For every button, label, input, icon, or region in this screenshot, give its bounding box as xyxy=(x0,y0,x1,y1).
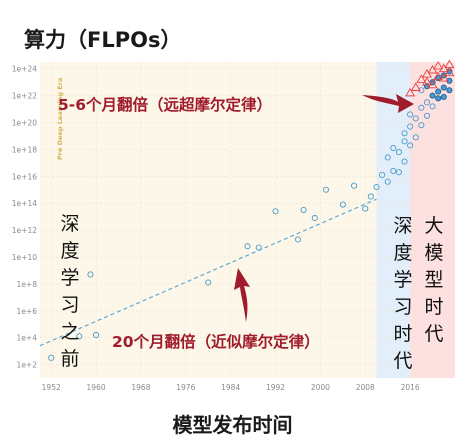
data-point-triangle xyxy=(444,67,455,77)
x-tick-label: 2008 xyxy=(356,383,375,392)
data-point xyxy=(401,130,408,137)
data-point xyxy=(390,167,397,174)
data-point-triangle xyxy=(438,63,449,73)
y-tick-label: 1e+8 xyxy=(17,280,38,289)
data-point xyxy=(395,149,402,156)
data-point xyxy=(362,205,369,212)
y-tick-label: 1e+10 xyxy=(12,253,37,262)
data-point xyxy=(384,154,391,161)
data-point xyxy=(255,244,262,251)
data-point xyxy=(407,142,414,149)
x-tick-label: 1976 xyxy=(176,383,195,392)
data-point-triangle xyxy=(433,60,444,70)
data-point xyxy=(373,184,380,191)
annotation-slow-doubling: 20个月翻倍（近似摩尔定律） xyxy=(112,332,320,351)
era-label-large-model: 大模型时代 xyxy=(424,215,443,345)
data-point xyxy=(418,122,425,129)
x-tick-label: 1968 xyxy=(131,383,150,392)
era-label-pre-deep-learning: Pre Deep Learning Era xyxy=(56,78,64,160)
y-tick-label: 1e+16 xyxy=(12,172,37,181)
arrow-slow-doubling xyxy=(234,268,250,322)
data-point xyxy=(423,99,431,106)
y-tick-label: 1e+24 xyxy=(12,65,37,74)
data-point xyxy=(339,201,346,208)
x-tick-label: 1992 xyxy=(266,383,285,392)
arrow-fast-doubling xyxy=(362,94,414,113)
data-point xyxy=(446,87,453,94)
y-tick-label: 1e+18 xyxy=(12,145,37,154)
data-point-triangle xyxy=(416,74,427,83)
data-point xyxy=(379,171,386,179)
y-tick-label: 1e+4 xyxy=(17,334,38,343)
data-point xyxy=(429,92,436,99)
chart-title: 算力（FLPOs） xyxy=(24,28,182,52)
era-label-deep-learning: 深度学习时代 xyxy=(393,215,412,372)
data-point xyxy=(367,193,374,200)
data-point xyxy=(418,104,425,111)
data-point xyxy=(384,178,391,185)
data-point xyxy=(407,123,414,130)
data-point xyxy=(244,243,251,250)
y-tick-label: 1e+2 xyxy=(17,361,38,370)
trend-line xyxy=(39,198,377,347)
data-point xyxy=(395,169,402,176)
data-point-triangle xyxy=(427,64,438,74)
x-tick-label: 1960 xyxy=(87,383,106,392)
y-tick-label: 1e+20 xyxy=(12,119,37,128)
data-point xyxy=(311,214,318,222)
era-label-pre-deep-learning-era: 深度学习之前 xyxy=(60,213,79,370)
x-axis-title: 模型发布时间 xyxy=(172,413,293,437)
data-point-triangle xyxy=(421,69,432,78)
data-point-triangle xyxy=(427,79,438,89)
data-point xyxy=(440,84,447,91)
x-tick-label: 1984 xyxy=(221,383,240,392)
y-tick-label: 1e+6 xyxy=(17,307,38,316)
data-point xyxy=(390,145,397,152)
data-point-triangle xyxy=(410,82,421,91)
x-tick-label: 2000 xyxy=(311,383,330,392)
y-tick-label: 1e+22 xyxy=(12,92,37,101)
data-point xyxy=(401,138,408,145)
y-tick-label: 1e+14 xyxy=(12,199,37,208)
data-point xyxy=(407,111,414,118)
data-point xyxy=(205,279,212,286)
data-point xyxy=(412,115,419,122)
data-point-triangle xyxy=(421,77,432,86)
data-point xyxy=(429,103,436,110)
x-tick-label: 2016 xyxy=(401,383,420,392)
data-point xyxy=(440,93,447,101)
x-tick-label: 1952 xyxy=(42,383,61,392)
data-point xyxy=(48,354,55,361)
data-point-triangle xyxy=(433,71,444,81)
y-tick-label: 1e+12 xyxy=(12,226,37,235)
data-point xyxy=(87,271,94,278)
data-point xyxy=(300,206,307,213)
data-point-triangle xyxy=(405,87,416,97)
annotation-fast-doubling: 5-6个月翻倍（远超摩尔定律） xyxy=(58,95,272,114)
data-point xyxy=(294,236,302,243)
data-point xyxy=(272,208,279,215)
data-point-triangle xyxy=(438,73,449,82)
data-point xyxy=(401,158,408,165)
data-point xyxy=(322,186,330,193)
data-point xyxy=(412,134,419,141)
era-background-large-model xyxy=(410,62,455,378)
data-point xyxy=(351,182,358,189)
data-point-triangle xyxy=(444,59,455,69)
data-point xyxy=(76,333,83,340)
data-point xyxy=(93,331,100,339)
data-point xyxy=(435,95,442,102)
data-point xyxy=(435,88,442,95)
era-background-deep-learning xyxy=(376,62,411,378)
data-point xyxy=(423,112,431,119)
